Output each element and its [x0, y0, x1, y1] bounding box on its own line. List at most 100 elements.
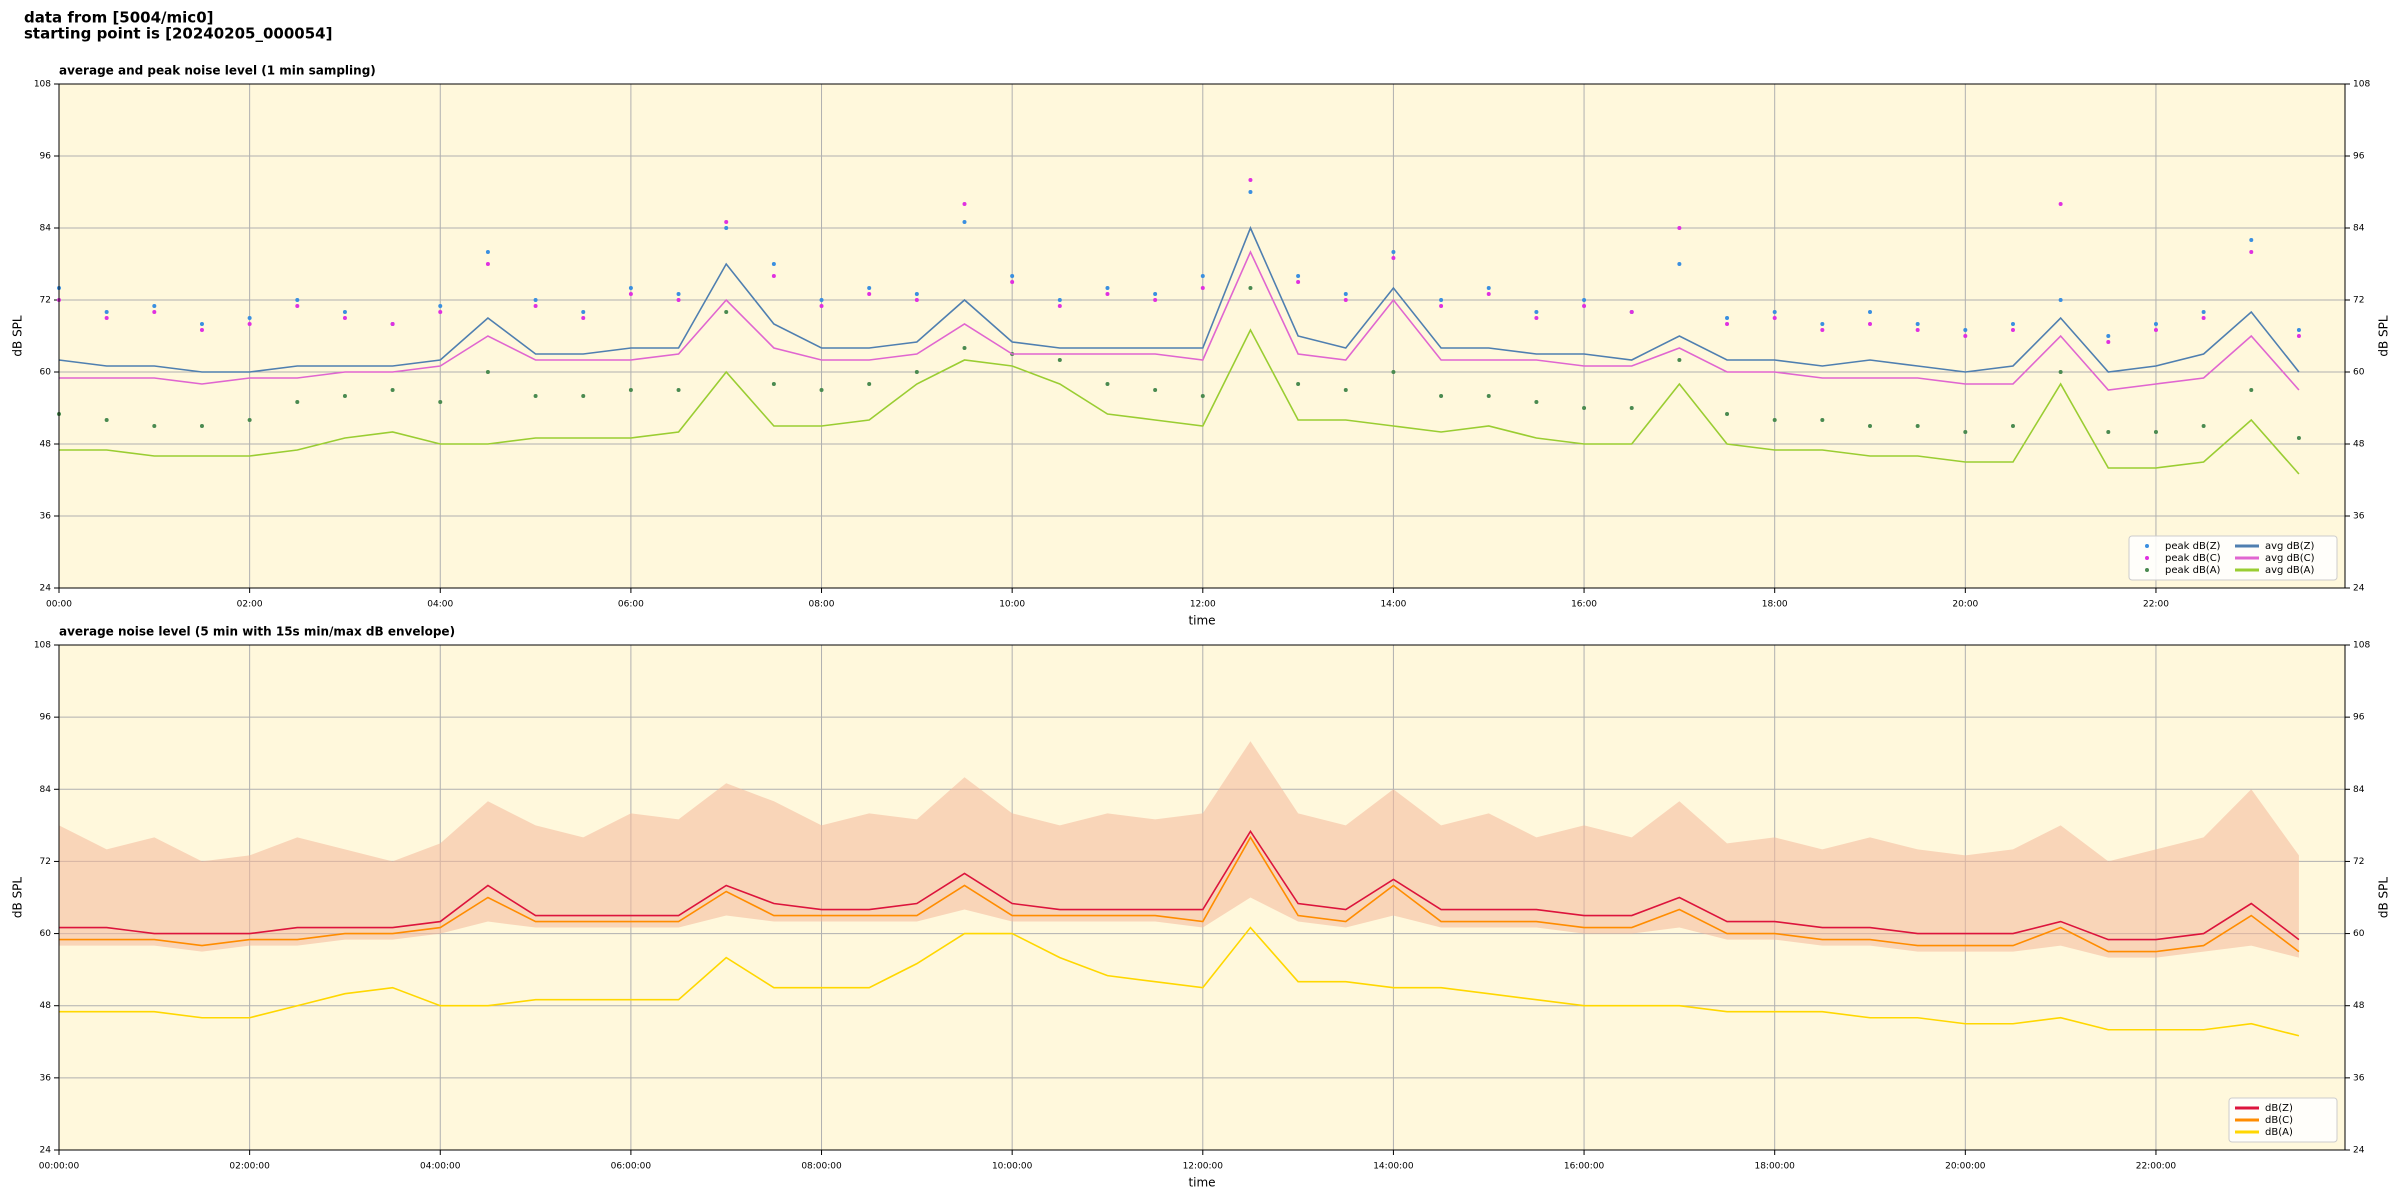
x-tick-label: 04:00:00	[420, 1162, 461, 1172]
peak-point	[1153, 292, 1158, 296]
y-tick-label: 84	[40, 224, 52, 234]
peak-point	[104, 316, 109, 320]
y-tick-label: 60	[2353, 929, 2365, 939]
peak-point	[1486, 292, 1491, 296]
x-tick-label: 18:00:00	[1754, 1162, 1795, 1172]
peak-point	[1439, 304, 1444, 308]
y-tick-label: 108	[2353, 641, 2370, 651]
peak-point	[485, 262, 490, 266]
peak-point	[1057, 298, 1062, 302]
peak-point	[1391, 256, 1396, 260]
peak-point	[390, 388, 395, 392]
peak-point	[676, 298, 681, 302]
peak-point	[2058, 370, 2063, 374]
peak-point	[1105, 286, 1110, 290]
peak-point	[1725, 322, 1730, 326]
peak-point	[724, 310, 729, 314]
peak-point	[247, 322, 252, 326]
peak-point	[1200, 394, 1205, 398]
x-tick-label: 02:00	[237, 600, 263, 610]
peak-point	[914, 298, 919, 302]
peak-point	[1725, 316, 1730, 320]
peak-point	[1296, 280, 1301, 284]
peak-point	[2153, 430, 2158, 434]
peak-point	[724, 220, 729, 224]
x-tick-label: 10:00	[999, 600, 1025, 610]
y-tick-label: 96	[40, 713, 52, 723]
y-tick-label: 60	[2353, 368, 2365, 378]
peak-point	[2058, 298, 2063, 302]
peak-point	[247, 316, 252, 320]
peak-point	[914, 292, 919, 296]
x-tick-label: 20:00:00	[1945, 1162, 1986, 1172]
peak-point	[1725, 412, 1730, 416]
y-tick-label: 84	[2353, 785, 2365, 795]
peak-point	[2106, 340, 2111, 344]
peak-point	[438, 400, 443, 404]
peak-point	[1915, 328, 1920, 332]
peak-point	[962, 346, 967, 350]
peak-point	[1868, 424, 1873, 428]
peak-point	[1534, 310, 1539, 314]
y-tick-label: 96	[2353, 152, 2365, 162]
x-tick-label: 14:00:00	[1373, 1162, 1414, 1172]
peak-point	[1534, 400, 1539, 404]
peak-point	[438, 304, 443, 308]
peak-point	[1582, 304, 1587, 308]
peak-point	[1248, 178, 1253, 182]
y-axis-label: dB SPL	[11, 877, 25, 919]
peak-point	[1629, 406, 1634, 410]
legend-label: avg dB(Z)	[2265, 541, 2315, 552]
peak-point	[819, 304, 824, 308]
peak-point	[485, 370, 490, 374]
peak-point	[1439, 394, 1444, 398]
legend-marker	[2145, 568, 2149, 572]
peak-point	[1868, 310, 1873, 314]
peak-point	[1677, 226, 1682, 230]
peak-point	[342, 316, 347, 320]
peak-point	[1677, 262, 1682, 266]
peak-point	[485, 250, 490, 254]
x-tick-label: 06:00:00	[611, 1162, 652, 1172]
peak-point	[1248, 190, 1253, 194]
peak-point	[1820, 328, 1825, 332]
peak-point	[247, 418, 252, 422]
peak-point	[1057, 358, 1062, 362]
peak-point	[1915, 424, 1920, 428]
peak-point	[628, 292, 633, 296]
peak-point	[914, 370, 919, 374]
peak-point	[628, 286, 633, 290]
plot-background	[59, 84, 2345, 588]
y-tick-label: 36	[2353, 512, 2365, 522]
series-line	[59, 835, 2300, 953]
peak-point	[1105, 292, 1110, 296]
legend-label: peak dB(Z)	[2165, 541, 2221, 552]
peak-point	[342, 394, 347, 398]
peak-point	[2106, 334, 2111, 338]
x-tick-label: 00:00	[46, 600, 72, 610]
y-tick-label: 96	[40, 152, 52, 162]
x-tick-label: 00:00:00	[39, 1162, 80, 1172]
peak-point	[867, 292, 872, 296]
peak-point	[1963, 328, 1968, 332]
peak-point	[724, 226, 729, 230]
peak-point	[1772, 310, 1777, 314]
peak-point	[1677, 358, 1682, 362]
y-axis-label: dB SPL	[2377, 877, 2391, 919]
peak-point	[1772, 418, 1777, 422]
peak-point	[1963, 430, 1968, 434]
peak-point	[2201, 424, 2206, 428]
peak-point	[1057, 304, 1062, 308]
series-line	[59, 829, 2300, 941]
peak-point	[104, 418, 109, 422]
y-tick-label: 60	[40, 929, 52, 939]
peak-point	[342, 310, 347, 314]
peak-point	[1439, 298, 1444, 302]
peak-point	[962, 202, 967, 206]
x-axis-label: time	[1188, 1176, 1215, 1190]
peak-point	[1486, 394, 1491, 398]
x-tick-label: 02:00:00	[229, 1162, 270, 1172]
peak-point	[1153, 388, 1158, 392]
